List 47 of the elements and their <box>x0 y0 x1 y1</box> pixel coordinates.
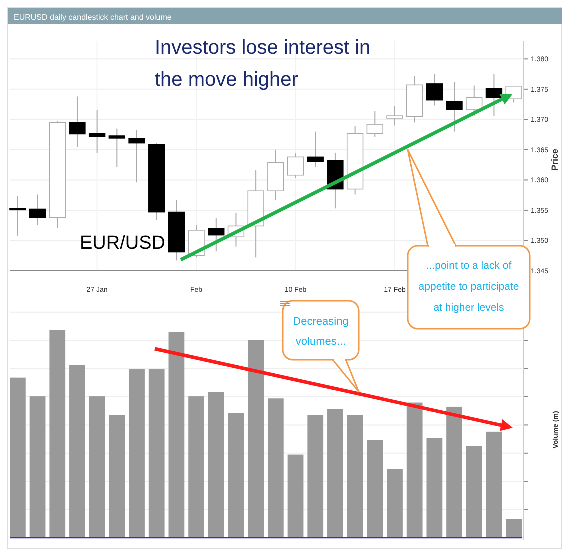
candlestick <box>287 153 304 179</box>
bar <box>387 469 403 538</box>
candlestick <box>69 96 86 148</box>
bar <box>486 432 502 538</box>
bar <box>406 402 423 538</box>
bar <box>248 340 264 538</box>
candlestick <box>486 74 503 117</box>
candlestick <box>29 194 46 226</box>
candlestick <box>208 218 225 252</box>
bar <box>228 413 244 538</box>
candlestick <box>446 82 463 132</box>
y-axis-title: Price <box>550 148 560 172</box>
bar <box>506 519 522 538</box>
candlestick <box>108 128 126 168</box>
candlestick <box>307 131 324 168</box>
bar <box>89 396 106 538</box>
bar <box>347 415 364 538</box>
candlestick <box>426 74 444 106</box>
bar <box>70 365 86 538</box>
bar <box>308 415 324 538</box>
candlestick <box>10 196 26 236</box>
candlestick <box>466 85 483 117</box>
annotation: Decreasing volumes... <box>293 316 349 348</box>
bar <box>188 396 204 538</box>
annotation: Investors lose interest in the move higher <box>155 37 371 91</box>
bar <box>148 370 165 538</box>
candlestick <box>88 110 106 154</box>
bar <box>168 332 185 538</box>
candlestick <box>386 106 404 126</box>
candlestick <box>128 129 146 184</box>
annotation: ...point to a lack of appetite to participate at higher levels <box>418 260 520 314</box>
bar <box>129 370 145 538</box>
bar <box>288 454 304 538</box>
bar <box>426 438 443 538</box>
candlestick <box>366 110 384 138</box>
bar <box>367 440 384 538</box>
bar <box>50 330 66 538</box>
chart-title: EURUSD daily candlestick chart and volume <box>14 13 172 22</box>
annotation: EUR/USD <box>80 233 166 254</box>
bar <box>268 398 284 538</box>
bar <box>466 446 482 538</box>
bar <box>10 378 26 538</box>
bar <box>109 415 126 538</box>
bar <box>446 406 462 538</box>
bar <box>208 392 224 538</box>
bar <box>30 396 46 538</box>
bar <box>328 409 344 538</box>
